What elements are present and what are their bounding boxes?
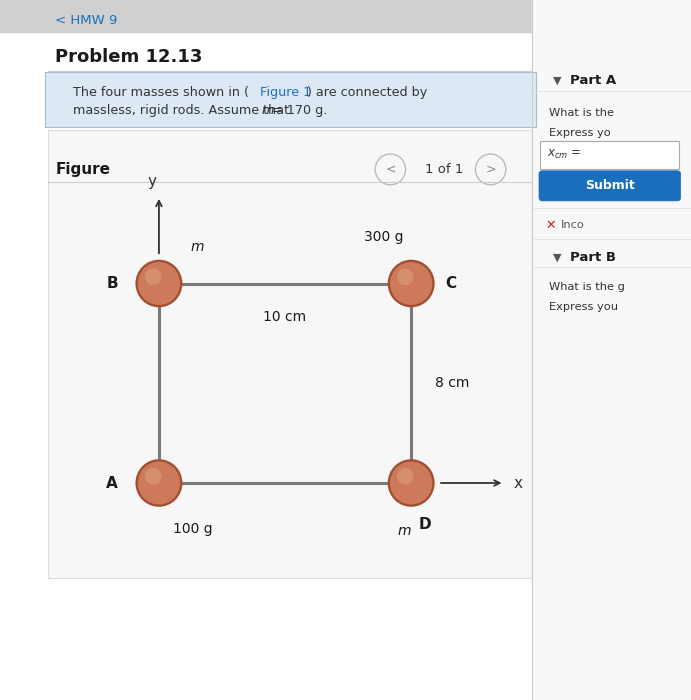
Text: = 170 g.: = 170 g. xyxy=(272,104,327,117)
Text: < HMW 9: < HMW 9 xyxy=(55,15,117,27)
Circle shape xyxy=(135,260,182,307)
Text: Submit: Submit xyxy=(585,179,634,192)
Text: $x_{cm}$ =: $x_{cm}$ = xyxy=(547,148,582,161)
Circle shape xyxy=(138,461,180,505)
Text: C: C xyxy=(445,276,456,291)
Text: Figure: Figure xyxy=(55,162,111,177)
Text: ) are connected by: ) are connected by xyxy=(307,86,428,99)
Text: Problem 12.13: Problem 12.13 xyxy=(55,48,202,66)
Text: y: y xyxy=(147,174,157,189)
Text: Inco: Inco xyxy=(561,220,585,230)
Text: What is the g: What is the g xyxy=(549,282,625,292)
Circle shape xyxy=(390,262,433,305)
Text: The four masses shown in (: The four masses shown in ( xyxy=(73,86,249,99)
Text: $m$: $m$ xyxy=(189,240,205,254)
FancyBboxPatch shape xyxy=(48,130,532,578)
Text: Figure 1: Figure 1 xyxy=(260,86,311,99)
Circle shape xyxy=(145,269,161,285)
Text: Part B: Part B xyxy=(570,251,616,264)
Circle shape xyxy=(388,459,435,507)
Text: ▼: ▼ xyxy=(553,76,561,85)
Text: Part A: Part A xyxy=(570,74,616,87)
Text: Express yo: Express yo xyxy=(549,128,611,138)
Circle shape xyxy=(390,461,433,505)
Text: What is the: What is the xyxy=(549,108,614,118)
Text: massless, rigid rods. Assume that: massless, rigid rods. Assume that xyxy=(73,104,293,117)
Text: <: < xyxy=(385,163,396,176)
Circle shape xyxy=(397,468,413,484)
Text: 10 cm: 10 cm xyxy=(263,310,307,324)
Text: D: D xyxy=(418,517,430,532)
Text: $m$: $m$ xyxy=(397,524,412,538)
Text: A: A xyxy=(106,475,118,491)
Circle shape xyxy=(135,459,182,507)
Text: 100 g: 100 g xyxy=(173,522,212,536)
Bar xyxy=(0,0,691,32)
Text: ✕: ✕ xyxy=(546,219,556,232)
Text: 8 cm: 8 cm xyxy=(435,377,470,391)
Circle shape xyxy=(145,468,161,484)
FancyBboxPatch shape xyxy=(540,141,679,169)
Circle shape xyxy=(138,262,180,305)
Text: 300 g: 300 g xyxy=(363,230,404,244)
Bar xyxy=(532,0,691,700)
Circle shape xyxy=(397,269,413,285)
Text: ▼: ▼ xyxy=(553,253,561,262)
Text: B: B xyxy=(106,276,118,291)
Text: $m$: $m$ xyxy=(261,104,275,117)
FancyBboxPatch shape xyxy=(45,72,536,127)
FancyBboxPatch shape xyxy=(539,171,681,201)
Circle shape xyxy=(388,260,435,307)
Text: Express you: Express you xyxy=(549,302,618,312)
Text: 1 of 1: 1 of 1 xyxy=(425,163,464,176)
Text: x: x xyxy=(513,475,522,491)
Text: >: > xyxy=(485,163,496,176)
